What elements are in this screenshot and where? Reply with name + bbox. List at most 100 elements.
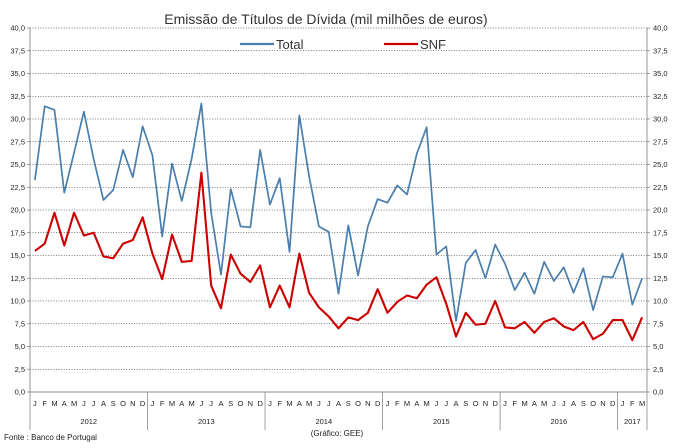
gridlines — [30, 27, 647, 393]
x-tick-label-month: M — [286, 399, 292, 408]
x-tick-label-month: N — [483, 399, 488, 408]
x-tick-label-month: S — [228, 399, 233, 408]
y-tick-label-right: 15,0 — [653, 251, 668, 260]
data-point-total — [83, 111, 85, 113]
data-point-total — [553, 280, 555, 282]
data-point-total — [122, 149, 124, 151]
x-tick-label-year: 2012 — [80, 417, 97, 426]
x-tick-label-month: F — [160, 399, 165, 408]
data-point-total — [445, 245, 447, 247]
y-tick-label-left: 20,0 — [10, 206, 25, 215]
x-tick-label-month: J — [444, 399, 448, 408]
data-point-snf — [631, 339, 633, 341]
data-point-total — [514, 289, 516, 291]
data-point-total — [386, 202, 388, 204]
x-tick-label-month: J — [268, 399, 272, 408]
data-point-snf — [298, 253, 300, 255]
y-tick-label-left: 30,0 — [10, 115, 25, 124]
data-point-snf — [34, 250, 36, 252]
data-point-total — [494, 243, 496, 245]
data-point-snf — [190, 260, 192, 262]
data-point-snf — [621, 319, 623, 321]
x-tick-label-month: O — [473, 399, 479, 408]
data-point-snf — [151, 253, 153, 255]
y-tick-label-left: 27,5 — [10, 137, 25, 146]
data-point-total — [357, 274, 359, 276]
x-tick-label-month: J — [82, 399, 86, 408]
data-point-total — [220, 274, 222, 276]
data-point-total — [269, 203, 271, 205]
x-tick-label-month: N — [248, 399, 253, 408]
x-tick-label-year: 2015 — [433, 417, 450, 426]
y-tick-label-left: 35,0 — [10, 69, 25, 78]
data-point-total — [161, 235, 163, 237]
y-tick-label-right: 27,5 — [653, 137, 668, 146]
data-point-snf — [455, 335, 457, 337]
data-point-total — [465, 262, 467, 264]
x-tick-label-month: N — [130, 399, 135, 408]
x-tick-label-month: F — [42, 399, 47, 408]
data-point-total — [377, 198, 379, 200]
x-tick-label-month: F — [630, 399, 635, 408]
x-tick-label-month: S — [111, 399, 116, 408]
y-tick-label-right: 20,0 — [653, 206, 668, 215]
x-tick-label-month: D — [375, 399, 381, 408]
y-tick-label-left: 10,0 — [10, 297, 25, 306]
x-tick-label-month: A — [101, 399, 106, 408]
data-point-total — [112, 189, 114, 191]
data-point-total — [572, 292, 574, 294]
data-point-snf — [200, 172, 202, 174]
x-tick-label-month: S — [346, 399, 351, 408]
x-tick-label-month: A — [454, 399, 459, 408]
x-tick-label-month: J — [562, 399, 566, 408]
x-tick-label-month: A — [414, 399, 419, 408]
data-point-snf — [367, 312, 369, 314]
y-tick-label-right: 37,5 — [653, 46, 668, 55]
y-tick-label-right: 25,0 — [653, 160, 668, 169]
data-point-total — [612, 276, 614, 278]
data-point-snf — [484, 323, 486, 325]
data-point-snf — [288, 306, 290, 308]
data-point-total — [230, 188, 232, 190]
data-point-snf — [533, 332, 535, 334]
data-point-total — [426, 126, 428, 128]
data-point-total — [181, 200, 183, 202]
y-tick-label-left: 2,5 — [15, 365, 25, 374]
y-tick-label-left: 40,0 — [10, 24, 25, 33]
data-point-total — [347, 224, 349, 226]
data-point-snf — [377, 288, 379, 290]
x-tick-label-month: D — [257, 399, 263, 408]
data-point-snf — [142, 216, 144, 218]
y-axis-right: 0,0 2,5 5,0 7,5 10,0 12,5 15,0 17,5 20,0 22,5 25,0… — [646, 24, 668, 397]
x-tick-label-month: F — [395, 399, 400, 408]
data-point-snf — [102, 255, 104, 257]
x-tick-label-month: J — [621, 399, 625, 408]
y-tick-label-right: 12,5 — [653, 274, 668, 283]
data-point-total — [455, 320, 457, 322]
x-tick-label-month: M — [71, 399, 77, 408]
data-point-snf — [445, 303, 447, 305]
x-tick-label-month: O — [120, 399, 126, 408]
data-point-snf — [641, 316, 643, 318]
data-point-total — [44, 105, 46, 107]
y-tick-label-right: 7,5 — [653, 319, 663, 328]
x-tick-label-month: A — [62, 399, 67, 408]
data-point-snf — [279, 284, 281, 286]
data-point-snf — [328, 315, 330, 317]
x-tick-label-year: 2017 — [624, 417, 641, 426]
x-tick-label-month: M — [306, 399, 312, 408]
x-tick-label-month: J — [151, 399, 155, 408]
data-point-total — [73, 152, 75, 154]
y-tick-label-left: 12,5 — [10, 274, 25, 283]
series-lines — [34, 102, 644, 342]
x-tick-label-month: J — [552, 399, 556, 408]
data-point-snf — [132, 239, 134, 241]
data-point-total — [288, 251, 290, 253]
y-tick-label-right: 2,5 — [653, 365, 663, 374]
data-point-snf — [523, 321, 525, 323]
data-point-snf — [465, 312, 467, 314]
data-point-total — [318, 225, 320, 227]
data-point-total — [151, 154, 153, 156]
